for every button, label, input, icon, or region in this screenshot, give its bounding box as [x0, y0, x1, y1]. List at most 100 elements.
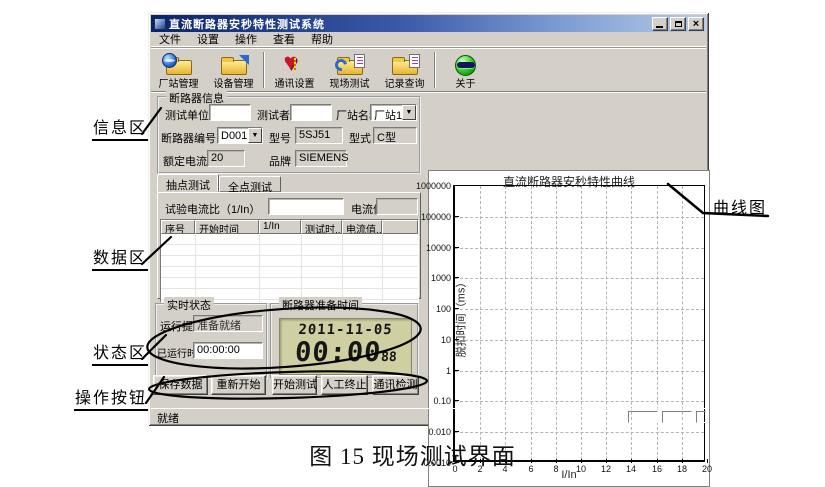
rated-current-field: 20	[207, 150, 245, 167]
x-tick: 18	[671, 459, 693, 474]
minimize-button[interactable]	[652, 16, 668, 31]
table-row	[161, 278, 418, 289]
restart-button[interactable]: 重新开始	[211, 375, 266, 395]
chevron-down-icon[interactable]: ▼	[402, 105, 416, 120]
test-unit-label: 测试单位	[165, 110, 209, 122]
tool-bar: 厂站管理 设备管理 ♥ 通讯设置 现场测试 记录查询 关于	[151, 48, 706, 91]
tester-input[interactable]	[290, 104, 332, 121]
figure-caption: 图 15 现场测试界面	[309, 444, 516, 469]
menu-item-settings[interactable]: 设置	[197, 34, 219, 46]
save-data-button[interactable]: 保存数据	[153, 375, 208, 395]
device-manage-icon	[217, 53, 251, 79]
callout-action-buttons: 操作按钮	[74, 384, 149, 411]
x-axis-label: I/In	[561, 469, 577, 481]
window-title: 直流断路器安秒特性测试系统	[169, 18, 325, 31]
toolbar-button-record-query[interactable]: 记录查询	[377, 49, 432, 91]
x-tick: 12	[595, 459, 617, 474]
y-tick: 0.010	[405, 427, 459, 437]
y-tick: 1000000	[405, 181, 459, 191]
realtime-status-group: 实时状态 运行提示 准备就绪 已运行时间 00:00:00	[155, 297, 268, 379]
ratio-input[interactable]	[268, 198, 344, 215]
field-test-icon	[332, 53, 367, 79]
realtime-status-title: 实时状态	[164, 297, 214, 313]
current-field	[376, 198, 418, 215]
tab-full-test[interactable]: 全点测试	[219, 176, 281, 194]
toolbar-button-station-manage[interactable]: 厂站管理	[151, 49, 206, 91]
lcd-time: 00:00	[293, 337, 382, 368]
tab-spot-test[interactable]: 抽点测试	[157, 174, 219, 192]
title-bar[interactable]: 直流断路器安秒特性测试系统 ×	[151, 15, 706, 32]
rated-current-label: 额定电流	[163, 156, 207, 168]
col-header-test-time[interactable]: 测试时...	[301, 220, 342, 234]
toolbar-button-comm-settings[interactable]: ♥ 通讯设置	[267, 49, 322, 91]
app-window: 直流断路器安秒特性测试系统 × 文件 设置 操作 查看 帮助 厂站管理 设备管理	[148, 12, 712, 487]
manual-stop-button[interactable]: 人工终止	[321, 375, 368, 395]
menu-item-help[interactable]: 帮助	[311, 34, 333, 46]
ready-time-title: 断路器准备时间	[279, 297, 362, 313]
lcd-date: 2011-11-05	[297, 322, 394, 338]
restore-icon	[675, 20, 682, 27]
col-header-start-time[interactable]: 开始时间	[195, 220, 259, 234]
status-bar: 就绪	[151, 408, 706, 425]
lcd-display: 2011-11-05 00:0088	[279, 318, 412, 375]
col-header-index[interactable]: 序号	[161, 220, 195, 234]
record-query-icon	[388, 53, 422, 79]
station-value: 厂站1	[374, 110, 403, 122]
brand-field: SIEMENS	[295, 150, 349, 167]
x-tick: 20	[696, 459, 718, 474]
breaker-no-value: D001	[221, 130, 248, 142]
toolbar-label: 关于	[455, 79, 476, 90]
x-tick: 6	[520, 459, 542, 474]
ratio-label: 试验电流比（1/In）	[165, 204, 261, 216]
callout-status-area: 状态区	[92, 339, 149, 366]
y-tick: 0.0010	[405, 458, 459, 468]
toolbar-button-about[interactable]: 关于	[438, 49, 493, 91]
close-icon: ×	[692, 17, 700, 30]
model-field: 5SJ51	[295, 127, 343, 144]
y-tick: 100	[405, 304, 459, 314]
callout-info-area: 信息区	[92, 114, 149, 141]
comm-check-button[interactable]: 通讯检测	[372, 375, 419, 395]
menu-item-operation[interactable]: 操作	[235, 34, 257, 46]
resize-grip[interactable]	[696, 411, 706, 423]
toolbar-button-field-test[interactable]: 现场测试	[322, 49, 377, 91]
test-tabstrip: 抽点测试 全点测试	[157, 174, 281, 194]
y-tick: 0.10	[405, 396, 459, 406]
runtime-field: 00:00:00	[193, 342, 263, 359]
app-icon	[154, 17, 166, 30]
x-tick: 8	[545, 459, 567, 474]
type-field: C型	[373, 127, 417, 144]
chevron-down-icon[interactable]: ▼	[248, 128, 262, 143]
menu-bar: 文件 设置 操作 查看 帮助	[151, 32, 706, 47]
type-label: 型式	[349, 133, 371, 145]
status-panel	[628, 411, 658, 423]
breaker-no-label: 断路器编号	[161, 133, 216, 145]
run-hint-field: 准备就绪	[193, 315, 263, 332]
test-unit-input[interactable]	[209, 104, 251, 121]
restore-button[interactable]	[670, 16, 686, 31]
status-panel	[662, 411, 692, 423]
x-tick: 14	[620, 459, 642, 474]
col-header-ratio[interactable]: 1/In	[259, 220, 301, 234]
menu-item-file[interactable]: 文件	[159, 34, 181, 46]
start-test-button[interactable]: 开始测试	[272, 375, 317, 395]
toolbar-label: 通讯设置	[274, 79, 315, 90]
menu-item-view[interactable]: 查看	[273, 34, 295, 46]
station-combo[interactable]: 厂站1 ▼	[370, 104, 417, 122]
comm-settings-icon: ♥	[283, 49, 298, 76]
x-tick: 16	[646, 459, 668, 474]
client-area: 断路器信息 测试单位 测试者 厂站名称 厂站1 ▼ 断路器编号 D001 ▼ 型…	[151, 90, 712, 487]
toolbar-separator	[263, 52, 265, 88]
model-label: 型号	[269, 133, 291, 145]
col-header-current[interactable]: 电流值...	[342, 220, 382, 234]
breaker-no-combo[interactable]: D001 ▼	[217, 127, 263, 144]
table-row	[161, 256, 418, 267]
station-label: 厂站名称	[336, 110, 380, 122]
x-tick: 10	[570, 459, 592, 474]
toolbar-button-device-manage[interactable]: 设备管理	[206, 49, 261, 91]
station-manage-icon	[161, 53, 196, 79]
close-button[interactable]: ×	[688, 16, 704, 31]
y-tick: 100000	[405, 212, 459, 222]
minimize-icon	[656, 25, 663, 28]
